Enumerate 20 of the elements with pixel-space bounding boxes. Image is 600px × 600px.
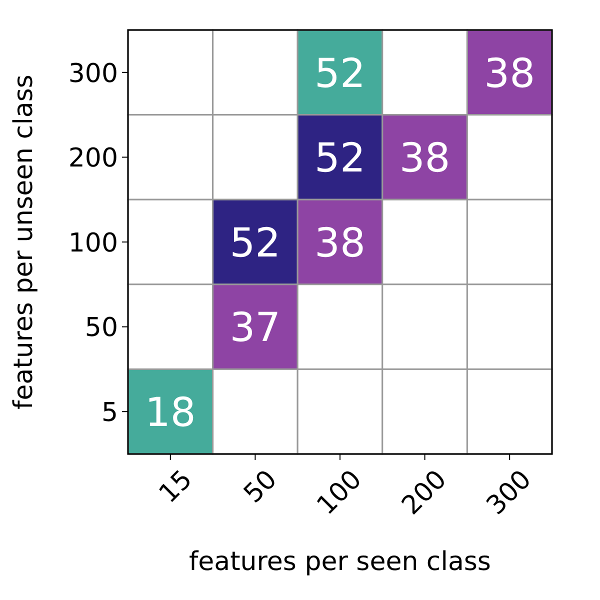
y-tick-label: 5	[101, 398, 118, 428]
data-label: 52	[314, 136, 366, 182]
y-tick-label: 200	[68, 144, 118, 174]
x-axis-title: features per seen class	[189, 547, 491, 577]
y-axis-title: features per unseen class	[9, 74, 39, 410]
x-tick-label: 200	[396, 464, 453, 521]
data-label: 52	[314, 50, 366, 97]
x-tick-label: 300	[481, 464, 538, 521]
y-tick-label: 100	[68, 228, 118, 258]
y-tick-label: 300	[68, 58, 118, 89]
data-label: 38	[399, 136, 450, 182]
y-tick-label: 50	[84, 313, 118, 344]
data-label: 37	[230, 305, 281, 352]
data-label: 52	[230, 220, 281, 266]
data-label: 18	[144, 390, 196, 436]
x-tick-label: 100	[312, 464, 368, 521]
x-tick-label: 15	[154, 464, 198, 510]
data-label: 38	[484, 50, 536, 97]
data-label: 38	[314, 220, 366, 266]
x-tick-label: 50	[238, 464, 284, 510]
